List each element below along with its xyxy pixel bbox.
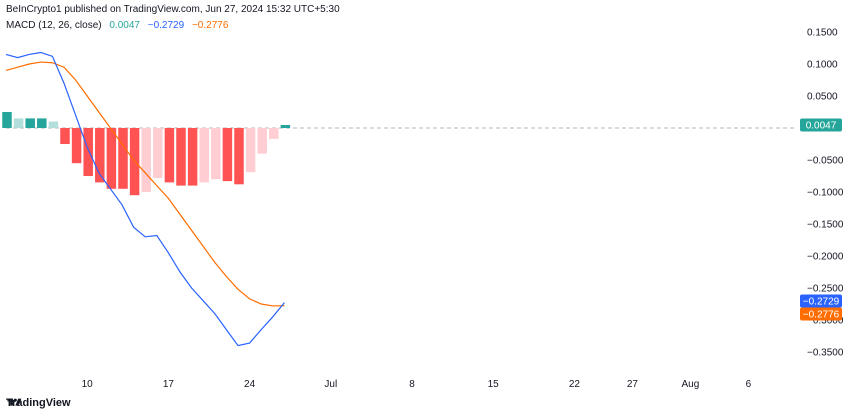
x-axis[interactable]: 10 17 24 Jul 8 15 22 27 Aug 6 xyxy=(82,379,752,390)
histogram-bar xyxy=(176,128,186,186)
hist-value-badge-bg xyxy=(800,118,842,132)
indicator-legend[interactable]: MACD (12, 26, close) 0.0047 −0.2729 −0.2… xyxy=(6,20,233,31)
signal-line xyxy=(5,61,285,307)
histogram-bar xyxy=(245,128,256,173)
histogram-bar xyxy=(164,128,175,183)
histogram-bar xyxy=(187,128,198,186)
histogram-bar xyxy=(269,128,279,139)
x-tick-label: Jul xyxy=(324,379,337,390)
x-tick-label: Aug xyxy=(682,379,700,390)
x-tick-label: 6 xyxy=(746,379,752,390)
legend-signal-value: −0.2776 xyxy=(191,20,229,31)
macd-value-badge-bg xyxy=(800,294,842,308)
histogram xyxy=(2,112,291,196)
histogram-bar xyxy=(106,128,117,189)
signal-value-badge-text: −0.2776 xyxy=(803,309,840,320)
x-tick-label: 24 xyxy=(244,379,256,390)
y-tick-label: −0.1500 xyxy=(807,220,844,231)
hist-value-badge-text: 0.0047 xyxy=(806,120,837,131)
tradingview-brand: TradingView xyxy=(6,397,71,409)
y-tick-label: −0.3500 xyxy=(807,348,844,359)
indicator-name: MACD (12, 26, close) xyxy=(6,20,102,31)
histogram-bar xyxy=(118,128,128,189)
histogram-bar xyxy=(2,112,12,128)
signal-value-badge-bg xyxy=(800,307,842,321)
histogram-bar xyxy=(153,128,163,178)
histogram-bar xyxy=(13,118,24,128)
histogram-bar xyxy=(83,128,93,176)
signal-value-badge: −0.2776 xyxy=(800,307,842,321)
legend-macd-value: −0.2729 xyxy=(147,20,185,31)
histogram-bar xyxy=(257,128,267,154)
histogram-bar xyxy=(60,128,70,144)
histogram-bar xyxy=(37,118,47,128)
hist-value-badge: 0.0047 xyxy=(800,118,842,132)
x-tick-label: 17 xyxy=(163,379,175,390)
histogram-bar xyxy=(211,128,221,180)
price-labels: 0.0047 −0.2729−0.2776 xyxy=(800,118,842,321)
histogram-bar xyxy=(141,128,151,192)
published-caption: BeInCrypto1 published on TradingView.com… xyxy=(6,4,340,15)
y-tick-label: 0.0500 xyxy=(807,92,838,103)
y-tick-label: −0.0500 xyxy=(807,156,844,167)
y-tick-label: −0.2500 xyxy=(807,284,844,295)
histogram-bar xyxy=(234,128,244,185)
x-tick-label: 22 xyxy=(569,379,581,390)
y-tick-label: 0.1000 xyxy=(807,60,838,71)
histogram-bar xyxy=(199,128,209,183)
histogram-bar xyxy=(280,124,291,128)
legend-hist-value: 0.0047 xyxy=(109,20,140,31)
tradingview-footer[interactable]: TradingView xyxy=(6,397,71,409)
macd-value-badge: −0.2729 xyxy=(800,294,842,308)
x-tick-label: 15 xyxy=(488,379,500,390)
histogram-bar xyxy=(25,118,35,128)
y-tick-label: 0.1500 xyxy=(807,28,838,39)
tradingview-logo-icon xyxy=(7,398,22,406)
x-tick-label: 8 xyxy=(409,379,415,390)
histogram-bar xyxy=(95,128,105,183)
histogram-bar xyxy=(222,128,233,182)
histogram-bar xyxy=(71,128,82,164)
y-axis[interactable]: 0.15000.10000.05000.0000−0.0500−0.1000−0… xyxy=(807,28,844,359)
macd-line xyxy=(5,51,285,347)
y-tick-label: −0.2000 xyxy=(807,252,844,263)
y-tick-label: −0.1000 xyxy=(807,188,844,199)
x-tick-label: 27 xyxy=(627,379,639,390)
x-tick-label: 10 xyxy=(82,379,94,390)
histogram-bar xyxy=(48,121,59,128)
macd-value-badge-text: −0.2729 xyxy=(803,297,840,308)
y-tick-label: −0.3000 xyxy=(807,316,844,327)
